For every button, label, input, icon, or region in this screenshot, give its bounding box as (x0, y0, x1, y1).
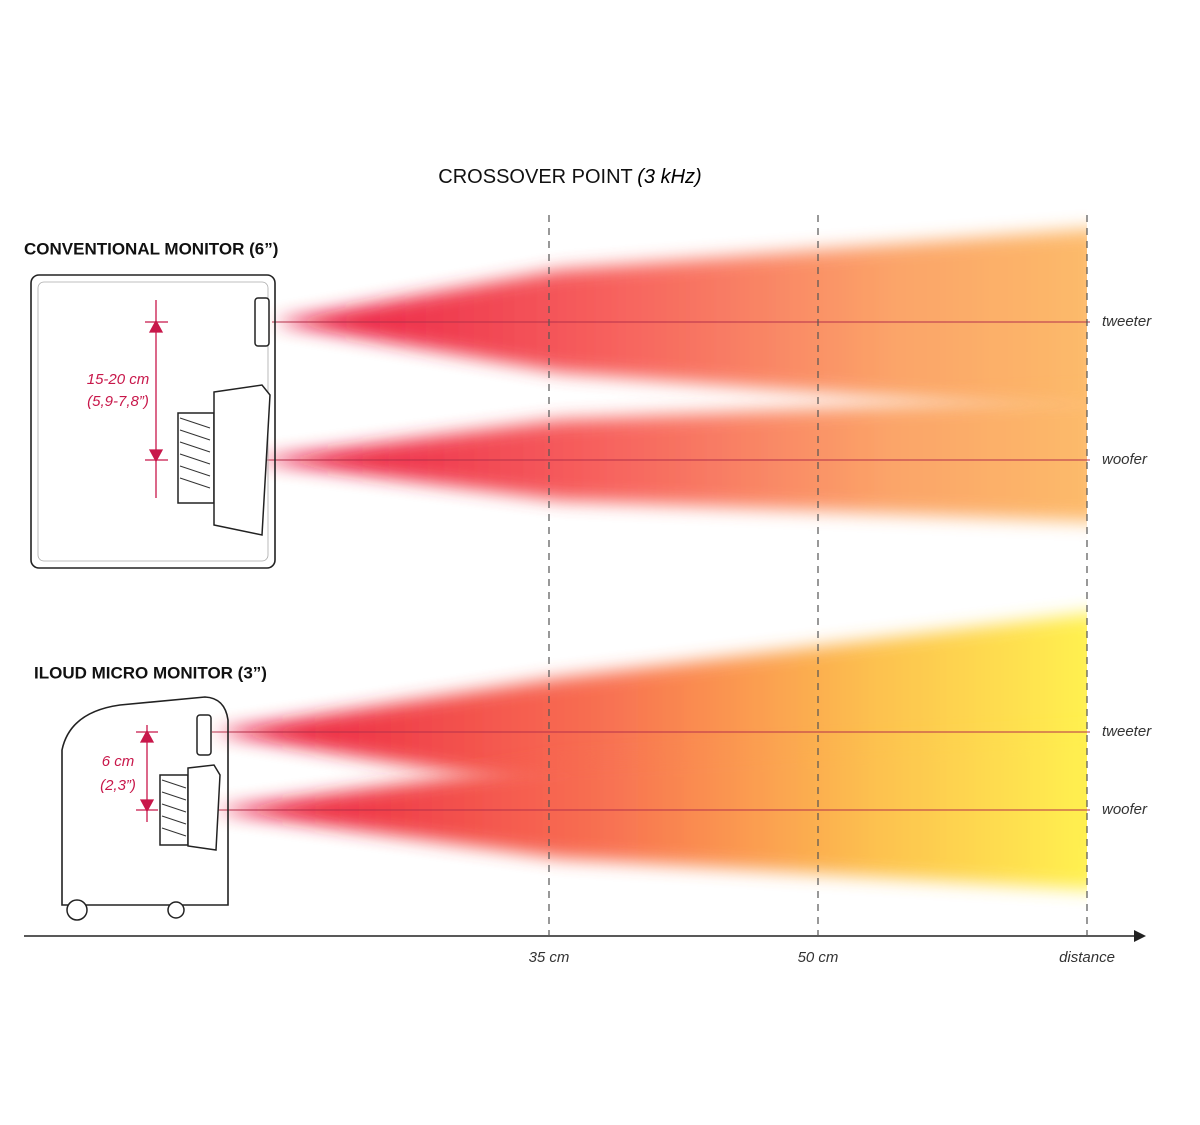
spacing-label-imperial: (2,3”) (100, 777, 136, 794)
spacing-marker (136, 725, 158, 822)
beam (252, 395, 1087, 522)
axis-tick-label: 50 cm (798, 949, 839, 966)
title-main: CROSSOVER POINT (438, 166, 632, 188)
axis-label: distance (1059, 949, 1115, 966)
panel-label: ILOUD MICRO MONITOR (3”) (34, 663, 267, 682)
beams (212, 229, 1087, 890)
micro-monitor (61, 696, 229, 921)
spacing-marker (145, 300, 168, 498)
axis-lines (212, 321, 1090, 811)
title-sub: (3 kHz) (637, 166, 701, 188)
spacing-label-imperial: (5,9-7,8”) (87, 393, 149, 410)
panel-label: CONVENTIONAL MONITOR (6”) (24, 239, 278, 258)
driver-label: tweeter (1102, 723, 1152, 740)
spacing-label: 6 cm (102, 753, 135, 770)
driver-label: woofer (1102, 451, 1148, 468)
beam (272, 229, 1087, 414)
driver-label: woofer (1102, 801, 1148, 818)
title: CROSSOVER POINT (3 kHz) (438, 166, 701, 188)
spacing-label: 15-20 cm (87, 371, 150, 388)
conventional-monitor (30, 274, 276, 569)
axis-tick-label: 35 cm (529, 949, 570, 966)
distance-axis (24, 930, 1146, 942)
guides (548, 215, 1088, 935)
driver-label: tweeter (1102, 313, 1152, 330)
